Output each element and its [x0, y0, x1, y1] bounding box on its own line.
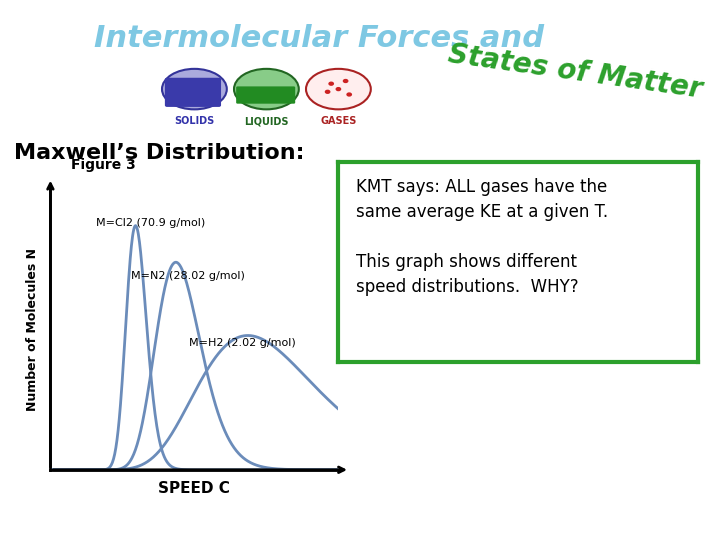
Text: GASES: GASES: [320, 116, 356, 126]
Y-axis label: Number of Molecules N: Number of Molecules N: [27, 248, 40, 411]
Text: SOLIDS: SOLIDS: [174, 116, 215, 126]
X-axis label: SPEED C: SPEED C: [158, 481, 230, 496]
Text: LIQUIDS: LIQUIDS: [244, 116, 289, 126]
Text: States of Matter: States of Matter: [446, 40, 704, 104]
Text: M=H2 (2.02 g/mol): M=H2 (2.02 g/mol): [189, 338, 295, 348]
Text: M=Cl2 (70.9 g/mol): M=Cl2 (70.9 g/mol): [96, 218, 206, 227]
Text: Maxwell’s Distribution:: Maxwell’s Distribution:: [14, 143, 305, 163]
Text: KMT says: ALL gases have the
same average KE at a given T.

This graph shows dif: KMT says: ALL gases have the same averag…: [356, 178, 608, 296]
Text: Figure 3: Figure 3: [71, 158, 135, 172]
Text: M=N2 (28.02 g/mol): M=N2 (28.02 g/mol): [131, 271, 245, 281]
Text: Intermolecular Forces and: Intermolecular Forces and: [94, 24, 544, 53]
